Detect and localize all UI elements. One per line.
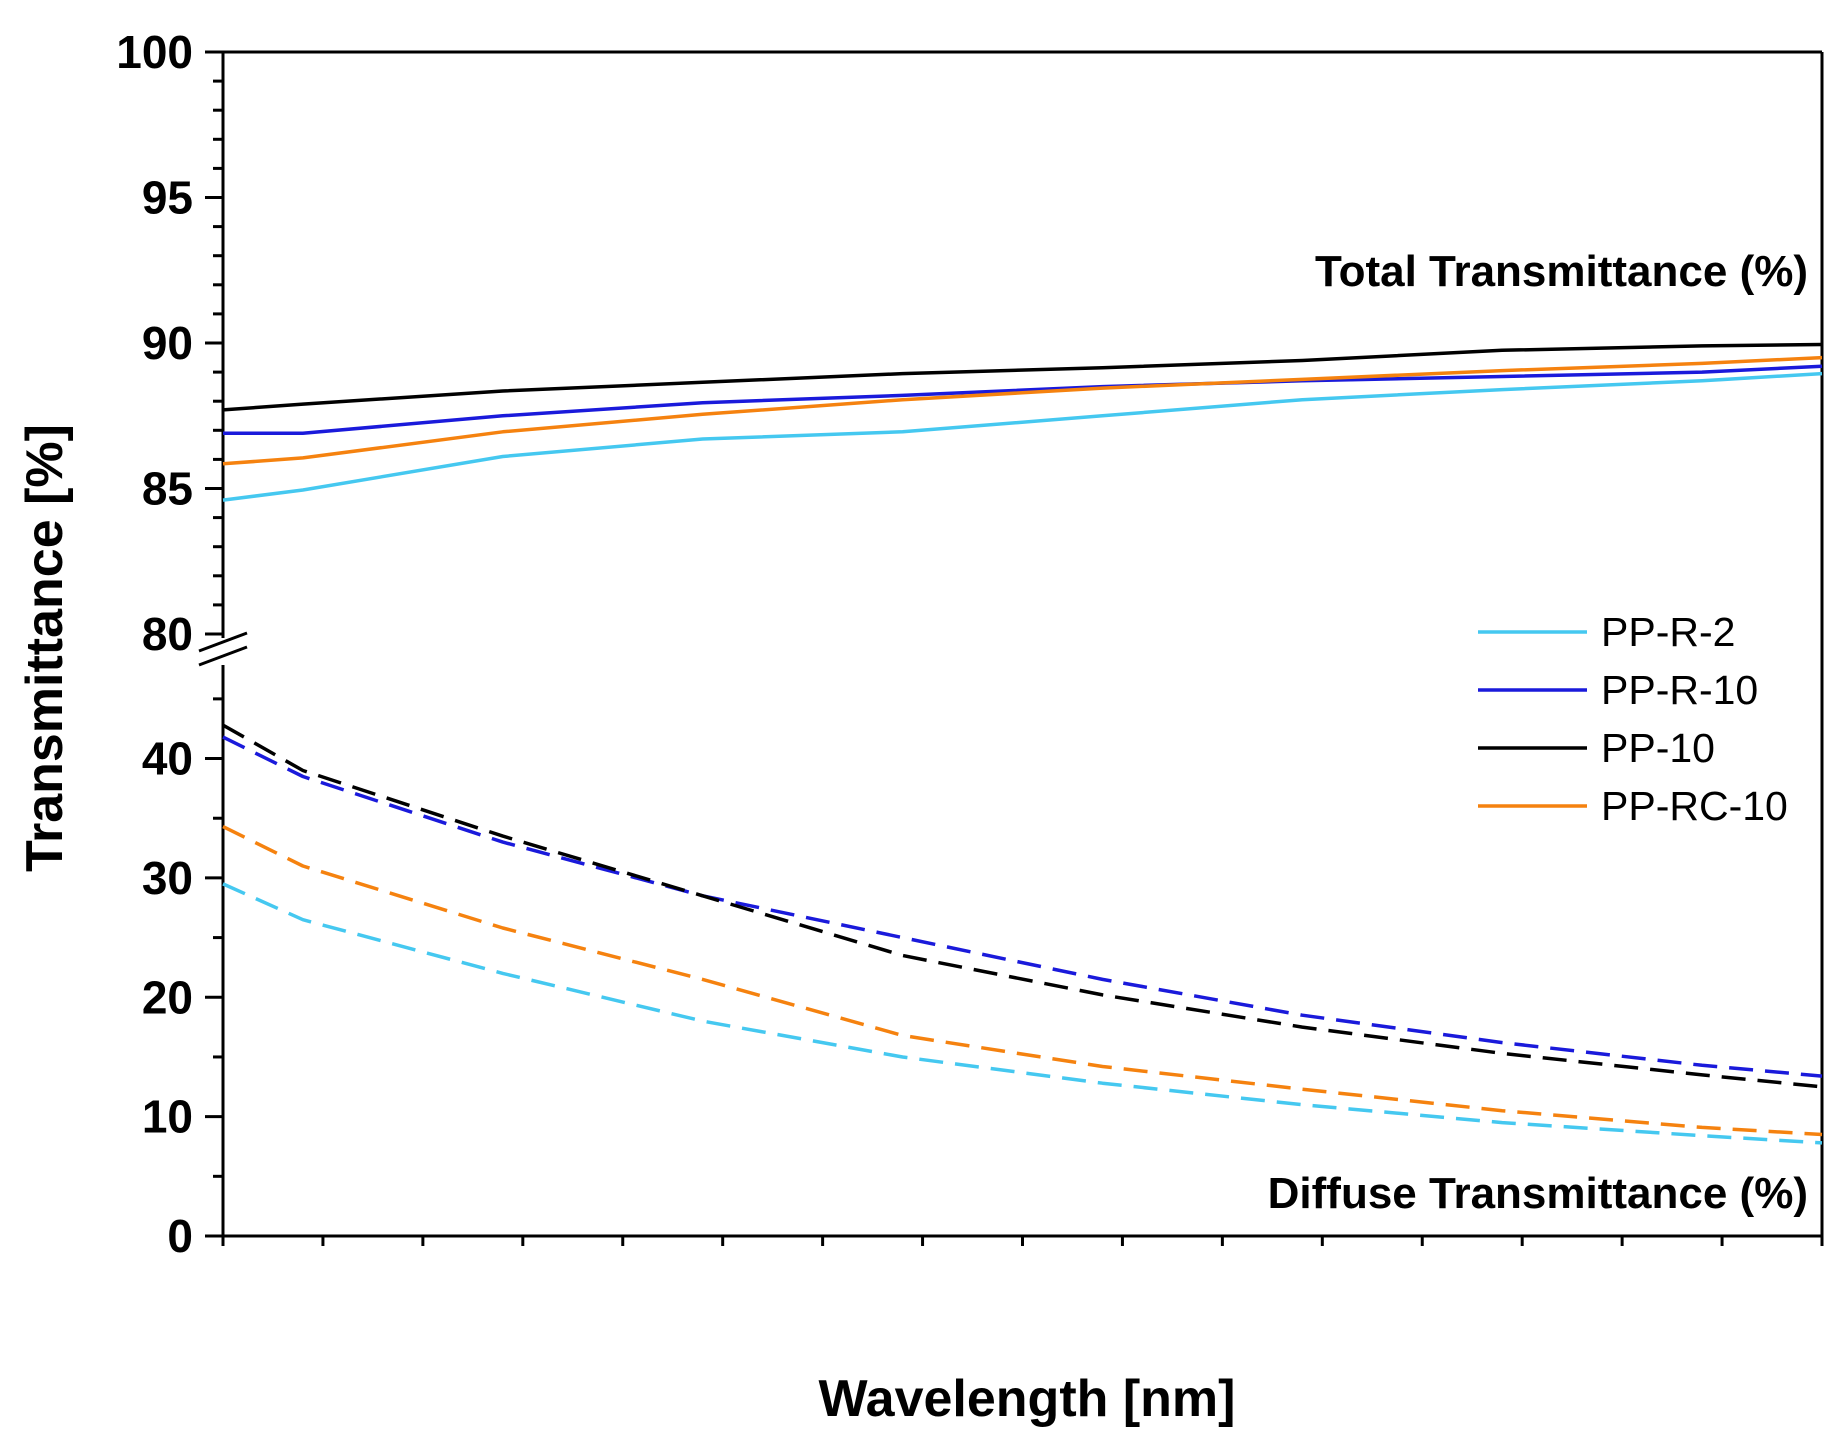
series-diffuse-pp-10 bbox=[222, 723, 1823, 1089]
series-diffuse-pp-rc-10 bbox=[222, 825, 1823, 1137]
y-tick-label: 30 bbox=[142, 852, 193, 904]
y-tick-label: 80 bbox=[142, 608, 193, 660]
legend-label: PP-R-10 bbox=[1601, 667, 1758, 713]
axes-layer bbox=[198, 50, 1824, 1238]
legend: PP-R-2 PP-R-10 PP-10 PP-RC-10 bbox=[1478, 609, 1788, 829]
total-transmittance-annotation: Total Transmittance (%) bbox=[1315, 247, 1808, 296]
series-total-pp-10 bbox=[222, 342, 1823, 412]
series-layer bbox=[222, 342, 1823, 1145]
series-total-pp-rc-10 bbox=[222, 355, 1823, 466]
x-axis-title: Wavelength [nm] bbox=[819, 1370, 1236, 1428]
legend-label: PP-10 bbox=[1601, 725, 1715, 771]
y-tick-label: 20 bbox=[142, 971, 193, 1023]
y-tick-label: 95 bbox=[142, 172, 193, 224]
y-tick-label: 0 bbox=[167, 1210, 193, 1262]
y-tick-label: 85 bbox=[142, 463, 193, 515]
axis-break-mark bbox=[198, 631, 248, 653]
series-total-pp-r-10 bbox=[223, 364, 1823, 435]
ticks-layer: 80 85 90 95 100 0 10 20 30 40 bbox=[116, 26, 1824, 1262]
series-diffuse-pp-r-10 bbox=[222, 735, 1823, 1078]
axis-break-mark bbox=[198, 645, 248, 667]
y-tick-label: 90 bbox=[142, 317, 193, 369]
y-axis-title: Transmittance [%] bbox=[16, 424, 74, 872]
legend-label: PP-RC-10 bbox=[1601, 783, 1788, 829]
y-tick-label: 10 bbox=[142, 1091, 193, 1143]
series-diffuse-pp-r-2 bbox=[222, 882, 1823, 1145]
legend-label: PP-R-2 bbox=[1601, 609, 1735, 655]
diffuse-transmittance-annotation: Diffuse Transmittance (%) bbox=[1268, 1169, 1808, 1218]
y-tick-label: 100 bbox=[116, 26, 193, 78]
y-tick-label: 40 bbox=[142, 733, 193, 785]
series-total-pp-r-2 bbox=[222, 371, 1823, 502]
